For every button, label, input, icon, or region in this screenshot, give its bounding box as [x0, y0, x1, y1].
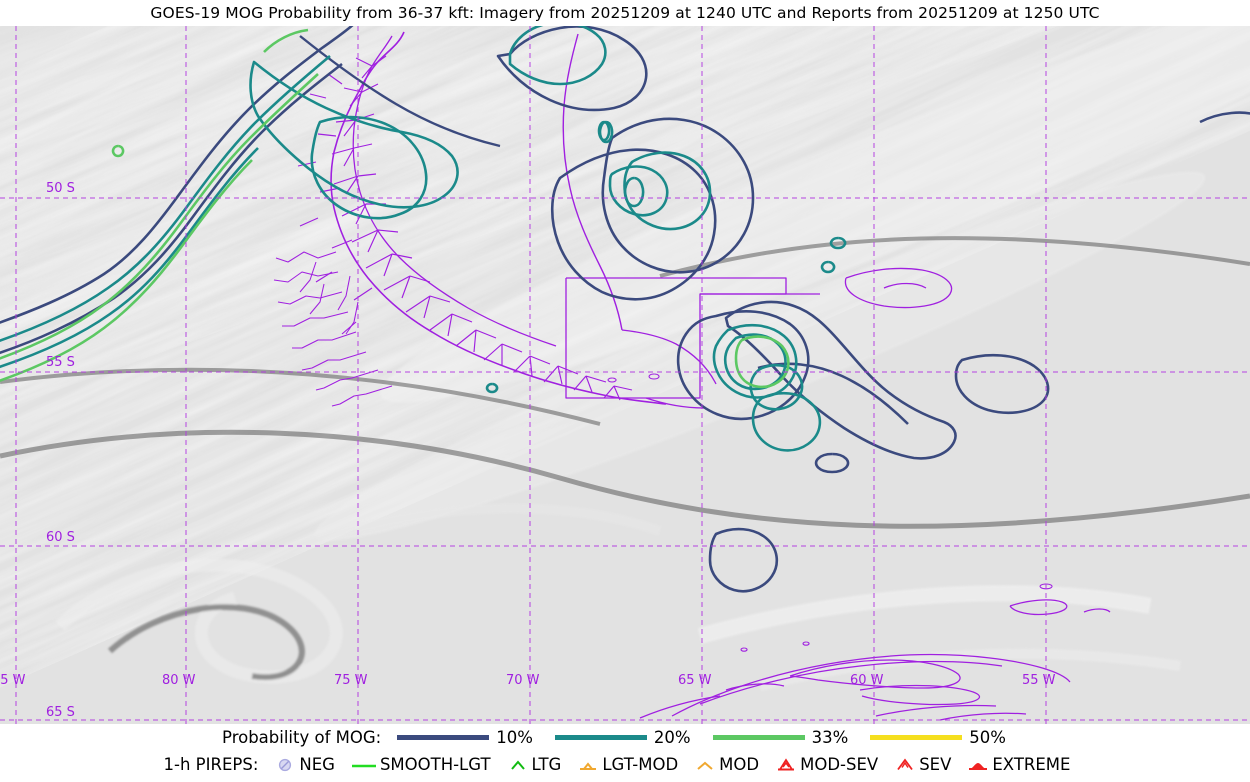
legend-item-prob-20[interactable]: 20% — [554, 728, 691, 747]
ltg-caret-icon — [507, 756, 529, 774]
lat-label-55s: 55 S — [46, 355, 75, 370]
graticule-labels: 50 S 55 S 60 S 65 S 85 W 80 W 75 W 70 W … — [0, 181, 1056, 720]
lon-label-55w: 55 W — [1022, 673, 1056, 688]
pirep-label-ltg: LTG — [531, 755, 562, 774]
legend-item-pirep-mod[interactable]: MOD — [694, 755, 759, 774]
legend-item-pirep-ltg[interactable]: LTG — [507, 755, 562, 774]
lon-label-85w: 85 W — [0, 673, 26, 688]
graticule-layer — [0, 26, 1250, 724]
neg-circle-slash-icon — [274, 756, 296, 774]
satellite-imagery-layer — [0, 26, 1250, 724]
shear-lines — [0, 236, 1250, 529]
legend-item-pirep-extreme[interactable]: EXTREME — [967, 755, 1070, 774]
legend-item-prob-50[interactable]: 50% — [870, 728, 1006, 747]
legend-item-prob-10[interactable]: 10% — [397, 728, 533, 747]
prob-label-50: 50% — [969, 728, 1006, 747]
vortex-swirl — [55, 503, 662, 684]
legend-item-pirep-smooth-lgt[interactable]: SMOOTH-LGT — [351, 755, 491, 774]
prob-label-20: 20% — [653, 728, 691, 747]
lgt-mod-hump-icon — [577, 756, 599, 774]
pireps-legend-row: 1-h PIREPS: NEG SMOOTH-LGT — [0, 751, 1250, 778]
probability-legend-heading: Probability of MOG: — [222, 728, 382, 747]
lat-label-65s: 65 S — [46, 705, 75, 720]
pirep-label-mod: MOD — [719, 755, 760, 774]
contour-group-10pct — [0, 26, 1250, 593]
legend-item-pirep-mod-sev[interactable]: MOD-SEV — [775, 755, 878, 774]
smooth-lgt-line-icon — [351, 756, 377, 774]
satellite-map-panel[interactable]: 50 S 55 S 60 S 65 S 85 W 80 W 75 W 70 W … — [0, 26, 1250, 724]
lon-label-65w: 65 W — [678, 673, 712, 688]
lat-label-60s: 60 S — [46, 530, 75, 545]
lon-label-80w: 80 W — [162, 673, 196, 688]
probability-legend-row: Probability of MOG: 10% 20% 33% 50% — [0, 724, 1250, 751]
pireps-legend-heading: 1-h PIREPS: — [163, 755, 259, 774]
map-canvas[interactable]: 50 S 55 S 60 S 65 S 85 W 80 W 75 W 70 W … — [0, 26, 1250, 724]
lon-label-75w: 75 W — [334, 673, 368, 688]
pirep-label-sev: SEV — [919, 755, 952, 774]
prob-label-33: 33% — [811, 728, 849, 747]
legend-item-pirep-sev[interactable]: SEV — [894, 755, 951, 774]
contour-group-20pct — [0, 26, 847, 452]
pirep-label-smooth-lgt: SMOOTH-LGT — [379, 755, 491, 774]
prob-label-10: 10% — [496, 728, 533, 747]
legend-item-prob-33[interactable]: 33% — [712, 728, 849, 747]
prob-swatch-10 — [397, 735, 490, 740]
extreme-filled-icon — [967, 756, 989, 774]
pirep-label-lgt-mod: LGT-MOD — [602, 755, 679, 774]
pirep-label-neg: NEG — [299, 755, 335, 774]
legend-panel: Probability of MOG: 10% 20% 33% 50% 1-h … — [0, 724, 1250, 782]
pirep-label-mod-sev: MOD-SEV — [800, 755, 879, 774]
pirep-label-extreme: EXTREME — [992, 755, 1071, 774]
lon-label-60w: 60 W — [850, 673, 884, 688]
page-title: GOES-19 MOG Probability from 36-37 kft: … — [150, 4, 1100, 22]
lon-label-70w: 70 W — [506, 673, 540, 688]
prob-swatch-33 — [712, 735, 805, 740]
prob-swatch-50 — [870, 735, 963, 740]
lat-label-50s: 50 S — [46, 181, 75, 196]
prob-swatch-20 — [554, 735, 647, 740]
mod-caret-icon — [694, 756, 716, 774]
mod-sev-peak-icon — [775, 756, 797, 774]
sev-peak-icon — [894, 756, 916, 774]
contour-group-33pct — [0, 28, 790, 389]
legend-item-pirep-neg[interactable]: NEG — [274, 755, 335, 774]
legend-item-pirep-lgt-mod[interactable]: LGT-MOD — [577, 755, 678, 774]
title-bar: GOES-19 MOG Probability from 36-37 kft: … — [0, 0, 1250, 26]
